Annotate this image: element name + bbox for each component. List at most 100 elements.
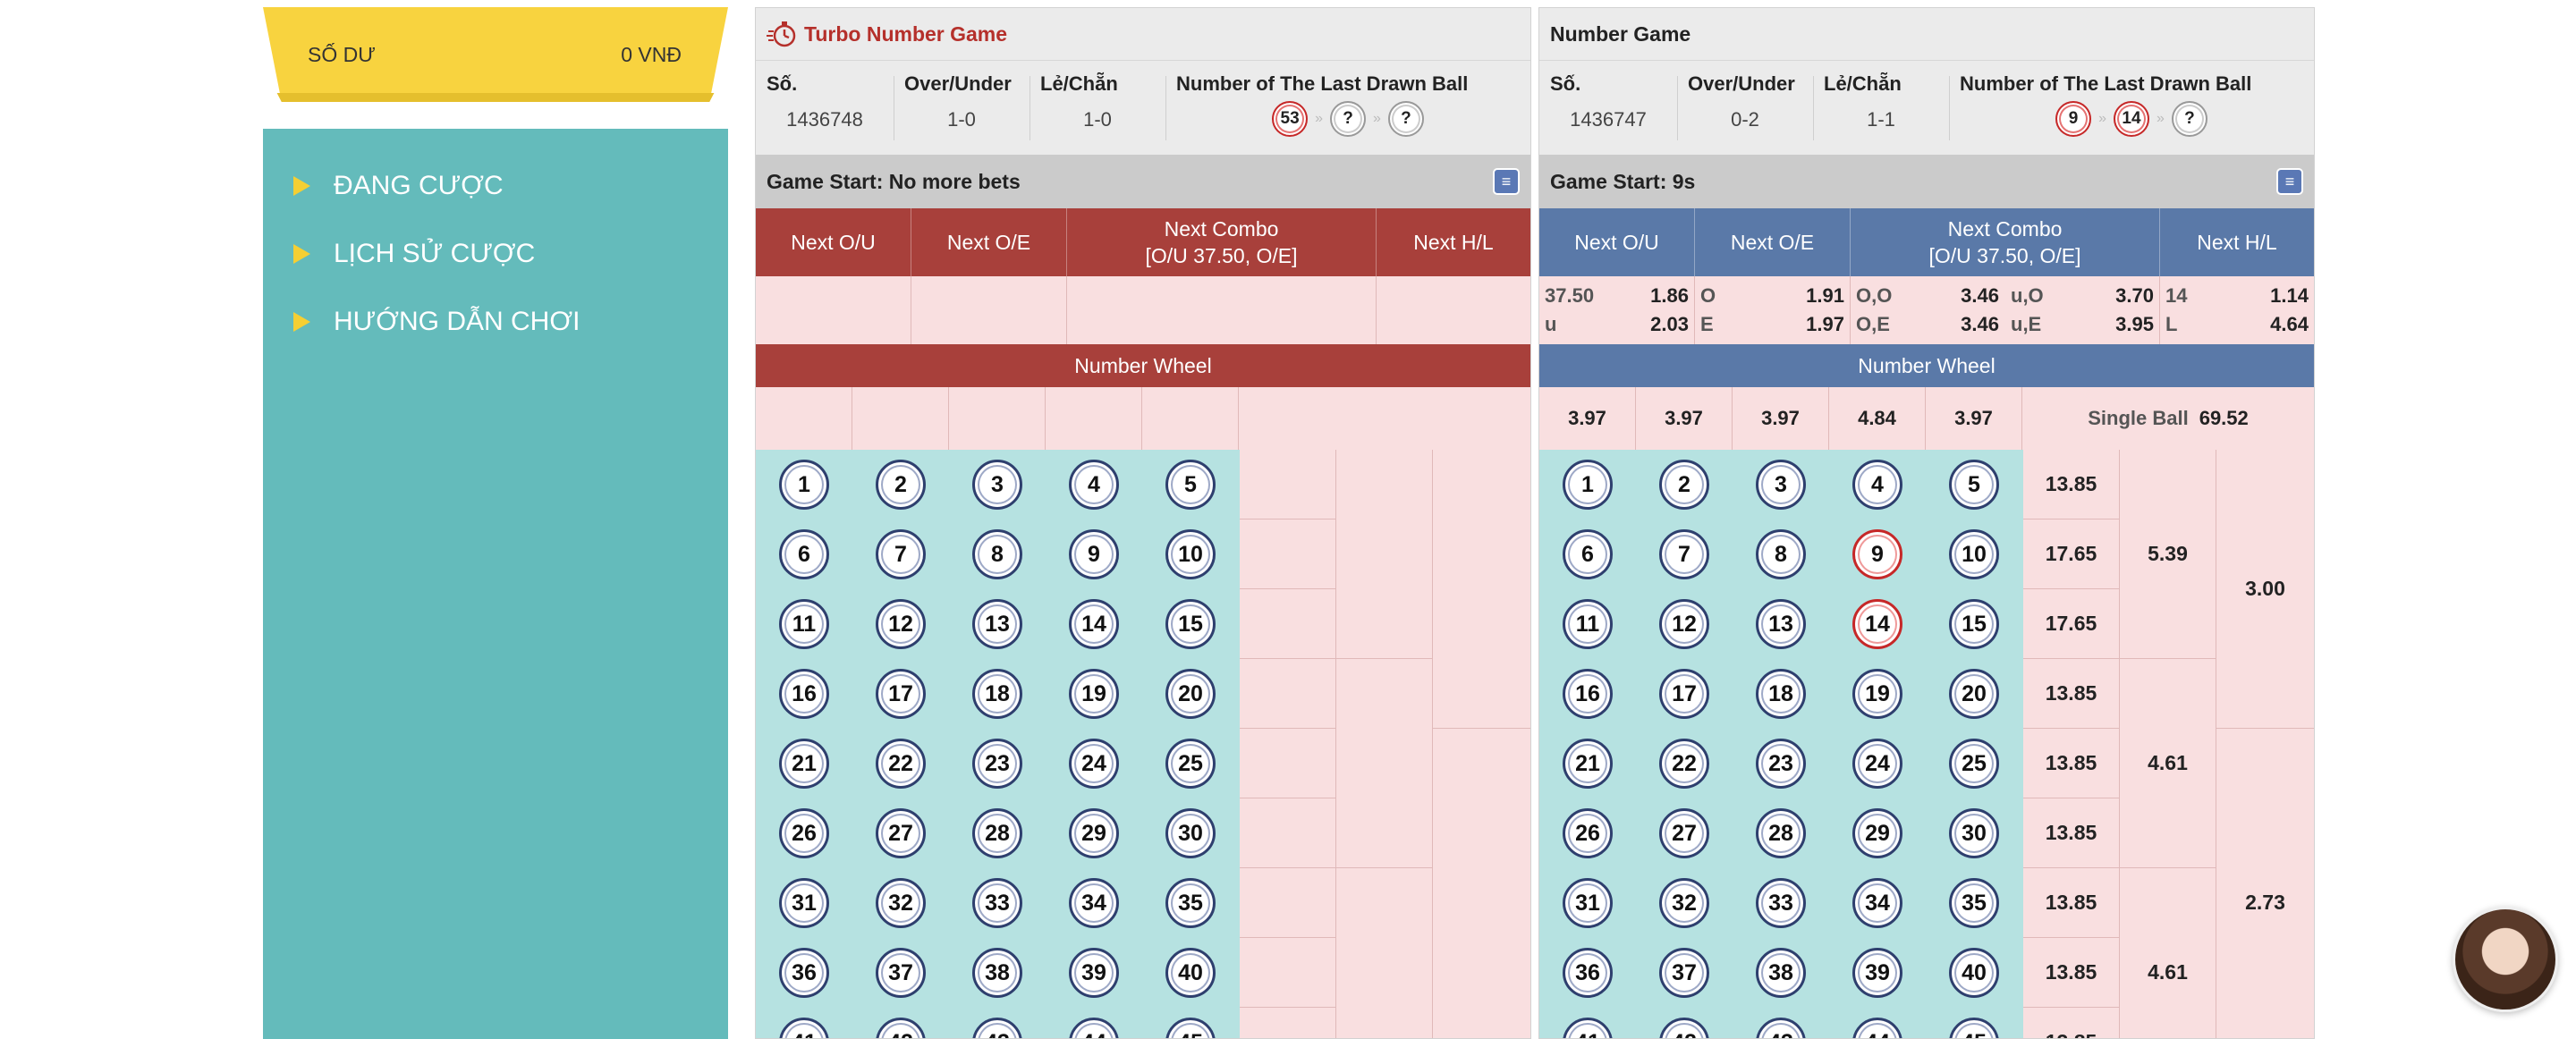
odds-pair[interactable]: O 1.91 bbox=[1700, 282, 1844, 310]
row-odds-cell[interactable] bbox=[1240, 589, 1336, 659]
odds-pair[interactable]: L 4.64 bbox=[2165, 310, 2309, 339]
number-ball[interactable]: 33 bbox=[972, 878, 1022, 928]
wheel-odds-cell[interactable] bbox=[949, 387, 1046, 450]
number-ball[interactable]: 19 bbox=[1069, 669, 1119, 719]
number-ball[interactable]: 44 bbox=[1069, 1018, 1119, 1038]
number-ball[interactable]: 35 bbox=[1949, 878, 1999, 928]
oe-odds-cell[interactable] bbox=[911, 276, 1067, 344]
wheel-odds-cell[interactable]: 4.84 bbox=[1829, 387, 1926, 450]
odds-pair[interactable]: u,O 3.70 bbox=[2011, 282, 2154, 310]
number-ball[interactable]: 9 bbox=[1852, 529, 1902, 579]
number-ball[interactable]: 34 bbox=[1069, 878, 1119, 928]
sidebar-item-current-bets[interactable]: ĐANG CƯỢC bbox=[263, 152, 728, 220]
group-odds-cell[interactable]: 4.61 bbox=[2120, 659, 2216, 868]
number-ball[interactable]: 31 bbox=[1563, 878, 1613, 928]
number-ball[interactable]: 13 bbox=[972, 599, 1022, 649]
row-odds-cell[interactable] bbox=[1240, 938, 1336, 1008]
wheel-odds-cell[interactable] bbox=[1046, 387, 1142, 450]
range-odds-cell[interactable]: 2.73 bbox=[2216, 729, 2314, 1038]
range-odds-cell[interactable]: 3.00 bbox=[2216, 450, 2314, 729]
number-ball[interactable]: 29 bbox=[1069, 808, 1119, 858]
number-ball[interactable]: 39 bbox=[1852, 948, 1902, 998]
number-ball[interactable]: 20 bbox=[1165, 669, 1216, 719]
number-ball[interactable]: 9 bbox=[1069, 529, 1119, 579]
number-ball[interactable]: 34 bbox=[1852, 878, 1902, 928]
row-odds-cell[interactable]: 13.85 bbox=[2023, 1008, 2120, 1038]
number-ball[interactable]: 3 bbox=[972, 460, 1022, 510]
number-ball[interactable]: 42 bbox=[876, 1018, 926, 1038]
wheel-odds-cell[interactable]: 3.97 bbox=[1926, 387, 2022, 450]
number-ball[interactable]: 42 bbox=[1659, 1018, 1709, 1038]
wheel-odds-cell[interactable] bbox=[1142, 387, 1239, 450]
row-odds-cell[interactable] bbox=[1240, 868, 1336, 938]
number-ball[interactable]: 4 bbox=[1852, 460, 1902, 510]
odds-pair[interactable]: u,E 3.95 bbox=[2011, 310, 2154, 339]
single-ball-cell[interactable] bbox=[1239, 387, 1530, 450]
number-ball[interactable]: 44 bbox=[1852, 1018, 1902, 1038]
row-odds-cell[interactable]: 13.85 bbox=[2023, 729, 2120, 798]
row-odds-cell[interactable]: 13.85 bbox=[2023, 659, 2120, 729]
number-ball[interactable]: 30 bbox=[1949, 808, 1999, 858]
number-ball[interactable]: 37 bbox=[1659, 948, 1709, 998]
number-ball[interactable]: 23 bbox=[972, 739, 1022, 789]
number-ball[interactable]: 35 bbox=[1165, 878, 1216, 928]
number-ball[interactable]: 41 bbox=[1563, 1018, 1613, 1038]
number-ball[interactable]: 36 bbox=[1563, 948, 1613, 998]
number-ball[interactable]: 31 bbox=[779, 878, 829, 928]
sidebar-item-bet-history[interactable]: LỊCH SỬ CƯỢC bbox=[263, 220, 728, 288]
number-ball[interactable]: 33 bbox=[1756, 878, 1806, 928]
number-ball[interactable]: 1 bbox=[1563, 460, 1613, 510]
number-ball[interactable]: 21 bbox=[1563, 739, 1613, 789]
notes-icon[interactable]: ≡ bbox=[1493, 168, 1520, 195]
odds-pair[interactable]: O,E 3.46 bbox=[1856, 310, 1999, 339]
number-ball[interactable]: 32 bbox=[876, 878, 926, 928]
number-ball[interactable]: 20 bbox=[1949, 669, 1999, 719]
number-ball[interactable]: 24 bbox=[1852, 739, 1902, 789]
number-ball[interactable]: 5 bbox=[1949, 460, 1999, 510]
number-ball[interactable]: 13 bbox=[1756, 599, 1806, 649]
number-ball[interactable]: 5 bbox=[1165, 460, 1216, 510]
number-ball[interactable]: 7 bbox=[1659, 529, 1709, 579]
group-odds-cell[interactable] bbox=[1336, 868, 1433, 1038]
number-ball[interactable]: 25 bbox=[1165, 739, 1216, 789]
number-ball[interactable]: 32 bbox=[1659, 878, 1709, 928]
group-odds-cell[interactable] bbox=[1336, 450, 1433, 659]
wheel-odds-cell[interactable] bbox=[852, 387, 949, 450]
hl-odds-cell[interactable] bbox=[1377, 276, 1530, 344]
number-ball[interactable]: 43 bbox=[972, 1018, 1022, 1038]
number-ball[interactable]: 23 bbox=[1756, 739, 1806, 789]
number-ball[interactable]: 18 bbox=[972, 669, 1022, 719]
number-ball[interactable]: 6 bbox=[779, 529, 829, 579]
odds-pair[interactable]: 14 1.14 bbox=[2165, 282, 2309, 310]
odds-pair[interactable]: O,O 3.46 bbox=[1856, 282, 1999, 310]
number-ball[interactable]: 27 bbox=[876, 808, 926, 858]
notes-icon[interactable]: ≡ bbox=[2276, 168, 2303, 195]
number-ball[interactable]: 8 bbox=[1756, 529, 1806, 579]
number-ball[interactable]: 22 bbox=[876, 739, 926, 789]
number-ball[interactable]: 16 bbox=[1563, 669, 1613, 719]
number-ball[interactable]: 41 bbox=[779, 1018, 829, 1038]
number-ball[interactable]: 1 bbox=[779, 460, 829, 510]
range-odds-cell[interactable] bbox=[1433, 450, 1530, 729]
ou-odds-cell[interactable] bbox=[756, 276, 911, 344]
row-odds-cell[interactable] bbox=[1240, 798, 1336, 868]
number-ball[interactable]: 17 bbox=[876, 669, 926, 719]
number-ball[interactable]: 40 bbox=[1949, 948, 1999, 998]
number-ball[interactable]: 45 bbox=[1949, 1018, 1999, 1038]
number-ball[interactable]: 11 bbox=[1563, 599, 1613, 649]
sidebar-item-how-to-play[interactable]: HƯỚNG DẪN CHƠI bbox=[263, 288, 728, 356]
row-odds-cell[interactable]: 17.65 bbox=[2023, 589, 2120, 659]
range-odds-cell[interactable] bbox=[1433, 729, 1530, 1038]
number-ball[interactable]: 26 bbox=[1563, 808, 1613, 858]
number-ball[interactable]: 14 bbox=[1069, 599, 1119, 649]
number-ball[interactable]: 16 bbox=[779, 669, 829, 719]
wheel-odds-cell[interactable]: 3.97 bbox=[1539, 387, 1636, 450]
odds-pair[interactable]: E 1.97 bbox=[1700, 310, 1844, 339]
row-odds-cell[interactable]: 13.85 bbox=[2023, 798, 2120, 868]
number-ball[interactable]: 19 bbox=[1852, 669, 1902, 719]
number-ball[interactable]: 15 bbox=[1949, 599, 1999, 649]
number-ball[interactable]: 21 bbox=[779, 739, 829, 789]
number-ball[interactable]: 17 bbox=[1659, 669, 1709, 719]
number-ball[interactable]: 28 bbox=[972, 808, 1022, 858]
number-ball[interactable]: 37 bbox=[876, 948, 926, 998]
